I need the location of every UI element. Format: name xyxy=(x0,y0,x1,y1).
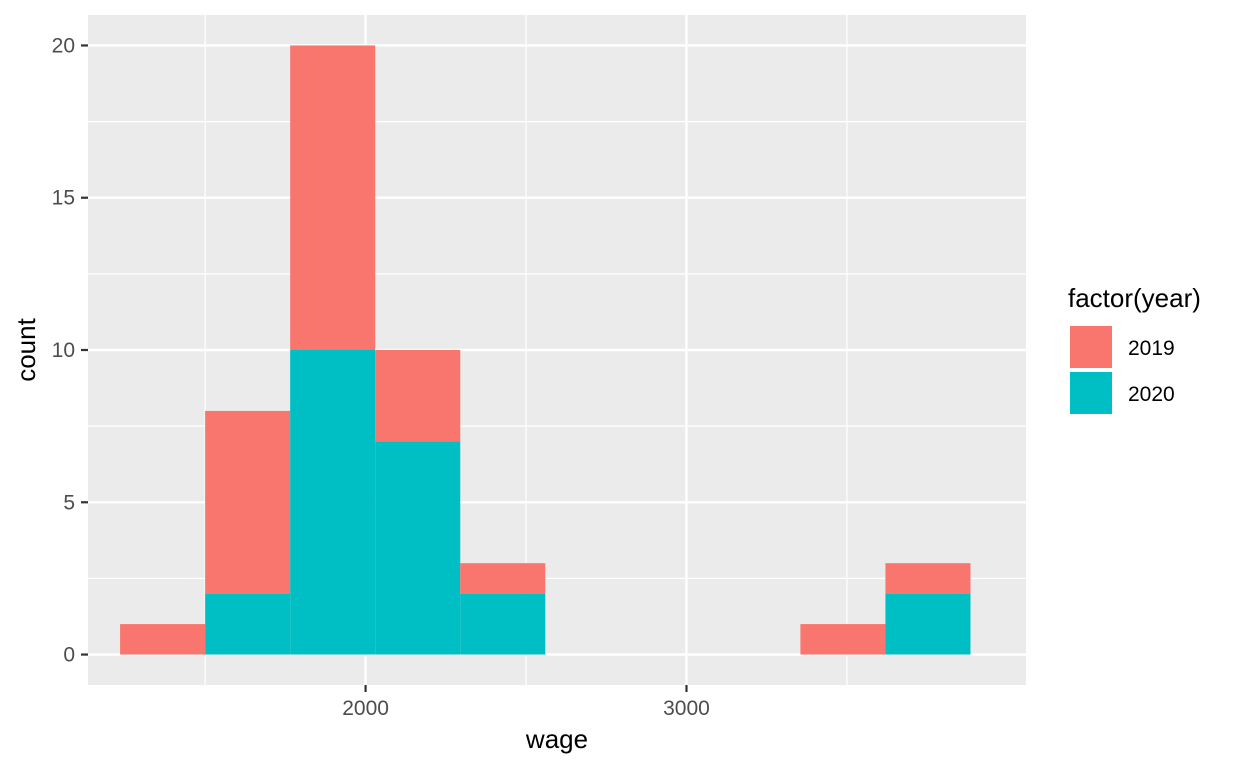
legend-key-2019 xyxy=(1070,326,1112,368)
y-axis-title: count xyxy=(11,317,41,381)
bar-2019 xyxy=(120,624,206,655)
bar-2019 xyxy=(290,45,376,351)
legend-title: factor(year) xyxy=(1068,283,1201,313)
x-tick-label: 3000 xyxy=(663,697,710,720)
y-axis: 0 5 10 15 20 xyxy=(52,34,88,667)
bar-2019 xyxy=(885,563,971,594)
bar-2020 xyxy=(375,441,461,655)
y-tick-label: 10 xyxy=(52,339,75,362)
legend-label-2020: 2020 xyxy=(1128,383,1175,406)
x-axis-title: wage xyxy=(525,724,588,754)
x-axis: 2000 3000 xyxy=(342,685,710,720)
bar-2020 xyxy=(460,593,546,655)
y-tick-label: 15 xyxy=(52,187,75,210)
bar-2020 xyxy=(205,593,291,655)
bar-2019 xyxy=(800,624,886,655)
bar-2019 xyxy=(375,350,461,442)
bars xyxy=(120,45,971,655)
y-tick-label: 5 xyxy=(63,491,75,514)
y-tick-label: 0 xyxy=(63,644,75,667)
x-tick-label: 2000 xyxy=(342,697,389,720)
bar-2019 xyxy=(205,410,291,594)
legend: factor(year) 2019 2020 xyxy=(1068,283,1201,414)
bar-2020 xyxy=(885,593,971,655)
legend-key-2020 xyxy=(1070,372,1112,414)
bar-2019 xyxy=(460,563,546,594)
y-tick-label: 20 xyxy=(52,34,75,57)
legend-label-2019: 2019 xyxy=(1128,337,1175,360)
bar-2020 xyxy=(290,350,376,655)
